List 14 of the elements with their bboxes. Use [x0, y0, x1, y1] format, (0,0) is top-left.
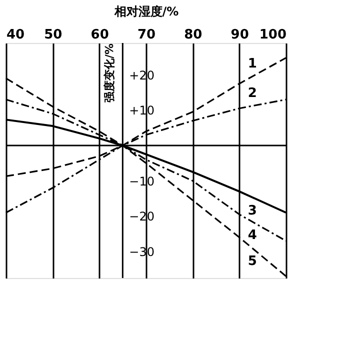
x-tick-label: 60 — [90, 28, 109, 42]
series-label: 4 — [248, 228, 257, 243]
x-tick-label: 50 — [44, 28, 62, 42]
series-label: 1 — [248, 56, 257, 72]
x-tick-label: 70 — [137, 28, 156, 42]
y-axis-title: 强度变化/% — [103, 44, 116, 103]
x-axis-title: 相对湿度/% — [113, 4, 179, 18]
series-label: 3 — [248, 203, 257, 218]
series-label: 5 — [248, 254, 257, 270]
series-label: 2 — [248, 86, 257, 101]
x-tick-label: 40 — [6, 28, 25, 42]
x-tick-label: 90 — [230, 28, 249, 42]
x-tick-label: 80 — [184, 28, 202, 42]
x-tick-label: 100 — [259, 28, 286, 42]
